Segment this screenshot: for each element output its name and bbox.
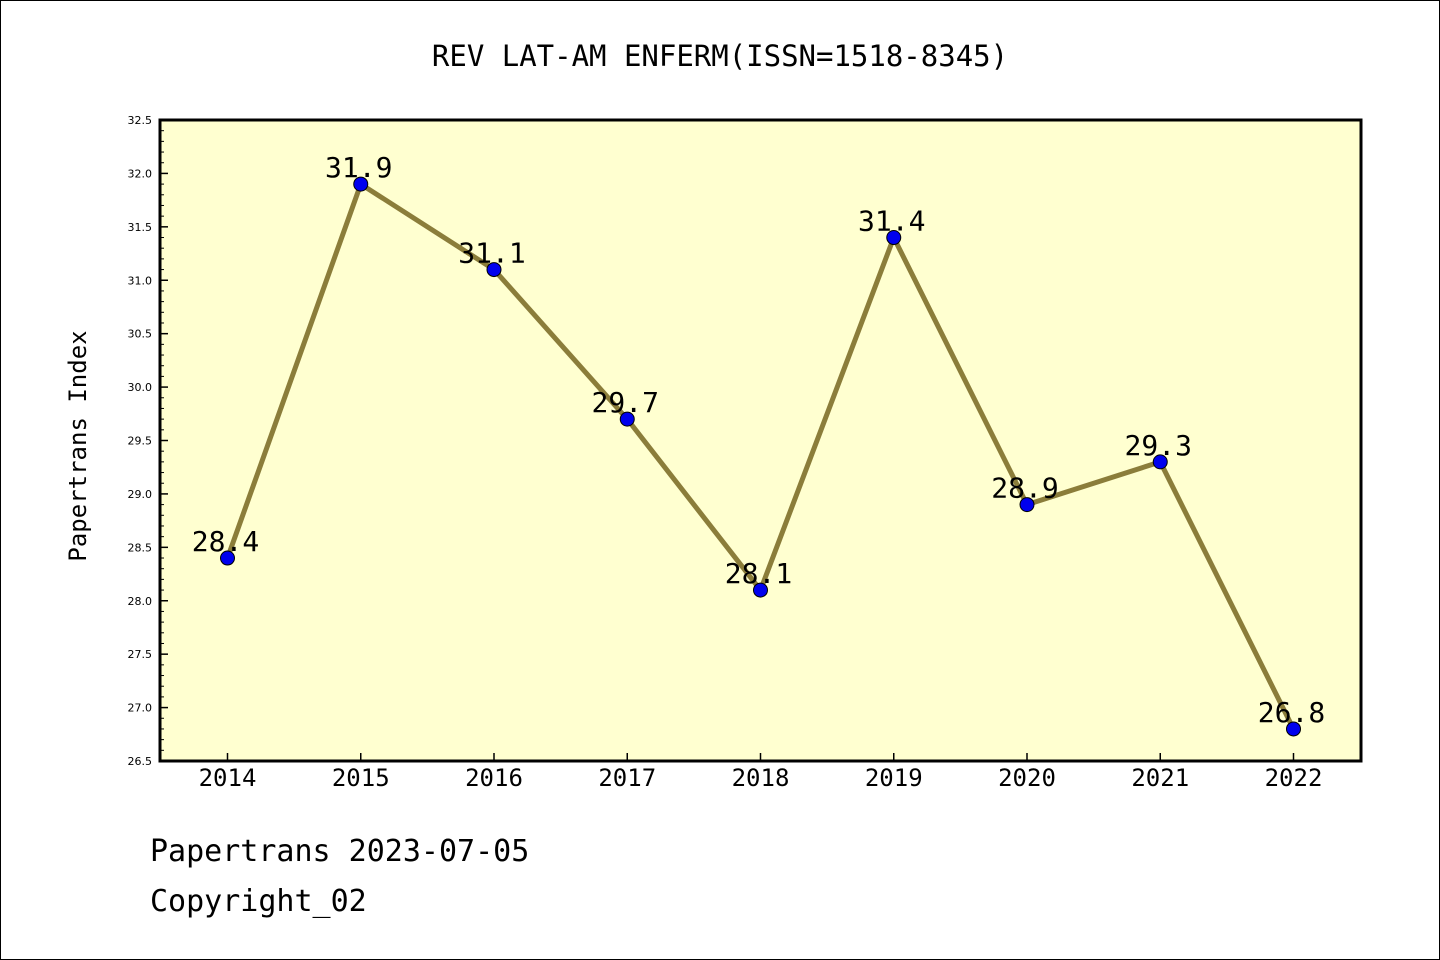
data-label: 29.7: [592, 386, 659, 419]
x-axis: 2014 2015 2016 2017 2018 2019 2020 2021 2022: [199, 753, 1323, 792]
data-point: [753, 582, 768, 598]
data-label: 29.3: [1125, 429, 1192, 462]
y-tick-label: 32.5: [128, 114, 153, 127]
data-label: 31.1: [458, 237, 525, 270]
y-axis: 26.5 27.0 27.5 28.0 28.5 29.0 29.5 30.0 30.5 31.0…: [128, 114, 168, 768]
data-label: 28.9: [991, 472, 1058, 505]
x-tick-label: 2016: [465, 764, 523, 792]
x-tick-label: 2017: [598, 764, 656, 792]
footer-date-text: Papertrans 2023-07-05: [150, 834, 530, 869]
data-point: [619, 411, 635, 427]
y-axis-label: Papertrans Index: [64, 330, 92, 561]
y-tick-label: 30.5: [128, 328, 153, 341]
x-tick-label: 2021: [1131, 764, 1189, 792]
data-point: [1019, 497, 1035, 513]
y-tick-label: 30.0: [128, 381, 153, 394]
x-tick-label: 2019: [865, 764, 923, 792]
y-tick-label: 31.5: [128, 221, 153, 234]
data-point: [1286, 721, 1301, 737]
y-tick-label: 31.0: [128, 274, 153, 287]
y-tick-label: 28.0: [128, 595, 153, 608]
x-tick-label: 2018: [732, 764, 790, 792]
data-label: 28.4: [192, 525, 259, 558]
y-tick-label: 26.5: [128, 755, 153, 768]
data-label: 26.8: [1258, 696, 1325, 729]
chart-title: REV LAT-AM ENFERM(ISSN=1518-8345): [432, 39, 1008, 73]
data-label: 31.4: [858, 205, 925, 238]
y-tick-label: 29.0: [128, 488, 153, 501]
data-point: [486, 262, 502, 278]
x-tick-label: 2014: [199, 764, 257, 792]
y-tick-label: 32.0: [128, 167, 153, 180]
plot-area: [158, 118, 1363, 763]
data-point: [886, 230, 902, 246]
y-tick-label: 27.5: [128, 648, 153, 661]
x-tick-label: 2020: [998, 764, 1056, 792]
data-point: [353, 176, 369, 192]
series-papertrans-index: 28.4 31.9 31.1 29.7 28.1 31.4 28.9 29.3 26.8: [192, 151, 1325, 737]
y-tick-label: 29.5: [128, 435, 153, 448]
data-point: [220, 550, 235, 566]
y-tick-label: 28.5: [128, 541, 153, 554]
footer-copyright-text: Copyright_02: [150, 884, 367, 919]
data-label: 31.9: [325, 151, 392, 184]
x-tick-label: 2015: [332, 764, 390, 792]
x-tick-label: 2022: [1265, 764, 1323, 792]
y-tick-label: 27.0: [128, 702, 153, 715]
data-point: [1152, 454, 1168, 470]
data-label: 28.1: [725, 557, 792, 590]
